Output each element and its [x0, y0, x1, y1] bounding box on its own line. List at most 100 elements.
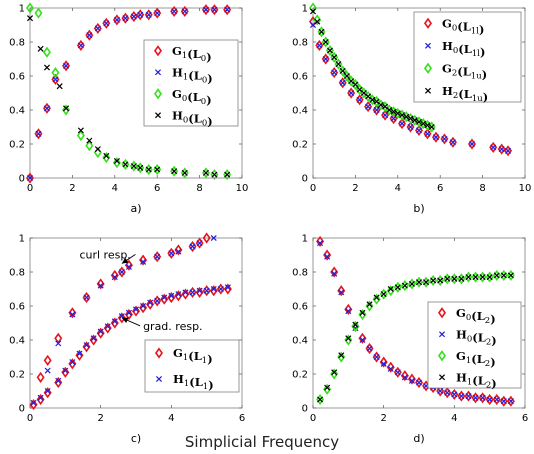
x-tick-label: 0 [310, 183, 316, 194]
chart-panel-4: 0 2 4 600.20.40.60.81d)G0(L2)H0(L2)G1(L2)H1… [292, 234, 528, 446]
data-point [117, 312, 126, 324]
data-point [26, 15, 34, 22]
series-H1(L0) [26, 6, 231, 182]
legend-label-subscript: 0 [201, 97, 206, 107]
data-point [317, 396, 324, 403]
data-point [420, 120, 427, 127]
data-point [403, 113, 410, 120]
data-point [55, 340, 62, 347]
series-H1(L2) [317, 272, 514, 403]
series-H0(L1l) [309, 21, 512, 154]
data-point [498, 146, 505, 153]
data-point [415, 118, 423, 125]
data-point [324, 253, 331, 260]
data-point [458, 393, 465, 400]
legend-label: H2(L1u) [442, 84, 488, 104]
legend-label-subscript: 1u [471, 71, 482, 81]
x-tick-label: 2 [352, 183, 358, 194]
data-point [324, 384, 331, 391]
data-point [387, 285, 394, 293]
data-point [493, 396, 500, 403]
data-point [85, 140, 94, 152]
data-point [386, 361, 395, 373]
y-tick-label: 0.4 [292, 336, 308, 347]
legend-label-part: ) [490, 355, 495, 369]
legend-label-part: H [172, 108, 183, 122]
data-point [390, 115, 397, 122]
data-point [137, 164, 144, 171]
data-point [86, 32, 93, 39]
data-point [479, 394, 486, 401]
legend-label-subscript: 0 [452, 23, 457, 33]
data-point [94, 25, 101, 32]
data-point [465, 274, 472, 281]
data-point [168, 250, 175, 257]
annotation-label: curl resp. [79, 248, 130, 261]
data-point [430, 277, 437, 284]
legend-label-part: L [193, 90, 201, 104]
data-point [468, 140, 476, 148]
y-tick-label: 0.8 [9, 268, 25, 279]
legend-label-subscript: 0 [202, 118, 207, 128]
y-tick-label: 1 [19, 234, 25, 245]
data-point [83, 342, 90, 349]
data-point [43, 387, 52, 399]
legend-label-subscript: 0 [182, 94, 187, 104]
legend-label-part: ( [471, 309, 476, 323]
data-point [400, 370, 409, 382]
annotation-arrow-head [121, 257, 129, 264]
data-point [61, 366, 70, 378]
data-point [189, 243, 196, 250]
data-point [507, 398, 514, 405]
data-point [130, 13, 137, 20]
plot-area-frame [312, 237, 526, 409]
legend-label-part: ) [207, 114, 212, 128]
data-point [52, 76, 59, 83]
legend-label-part: L [478, 330, 486, 344]
data-point [318, 28, 325, 35]
data-point [408, 280, 415, 287]
legend-marker [423, 62, 433, 74]
legend-label-part: ( [187, 47, 192, 61]
legend-box [144, 339, 240, 393]
chart-panel-1: 0 2 4 6 8 1000.20.40.60.81a)G1(L0)H1(L0)G0(L0… [9, 2, 248, 215]
y-tick-label: 1 [19, 4, 25, 15]
data-point [337, 351, 346, 363]
legend-label-part: ( [188, 111, 193, 125]
data-point [335, 61, 342, 68]
data-point [330, 266, 339, 278]
data-point [479, 274, 486, 281]
data-point [382, 112, 389, 119]
legend-label-subscript: 2 [485, 359, 490, 369]
series-H0(L0) [26, 15, 231, 178]
data-points [316, 235, 515, 407]
data-point [331, 270, 338, 277]
legend-label-part: ) [490, 312, 495, 326]
data-point [103, 152, 110, 159]
legend-label-part: L [194, 111, 202, 125]
data-point [154, 253, 161, 260]
legend-label-part: G [442, 61, 452, 75]
data-point [330, 368, 339, 380]
legend-label-part: ( [457, 19, 462, 33]
legend-label-part: ) [479, 22, 484, 36]
data-point [486, 396, 493, 403]
data-point [351, 320, 360, 332]
legend-label: G1(L0) [172, 44, 212, 64]
panels-group: 0 2 4 6 8 1000.20.40.60.81a)G1(L0)H1(L0)G0(L0… [9, 2, 531, 446]
data-point [174, 244, 183, 256]
y-tick-label: 0.2 [9, 140, 25, 151]
data-point [423, 279, 430, 286]
data-point [339, 67, 346, 74]
legend-label-part: ( [472, 330, 477, 344]
legend-label-subscript: 0 [467, 334, 472, 344]
data-point [323, 249, 332, 261]
data-point [313, 14, 322, 26]
legend-label-part: ( [187, 90, 192, 104]
y-tick-label: 0.4 [9, 336, 25, 347]
legend-label-part: ( [457, 64, 462, 78]
legend-label-part: L [193, 47, 201, 61]
data-point [401, 374, 408, 381]
data-point [424, 122, 431, 129]
